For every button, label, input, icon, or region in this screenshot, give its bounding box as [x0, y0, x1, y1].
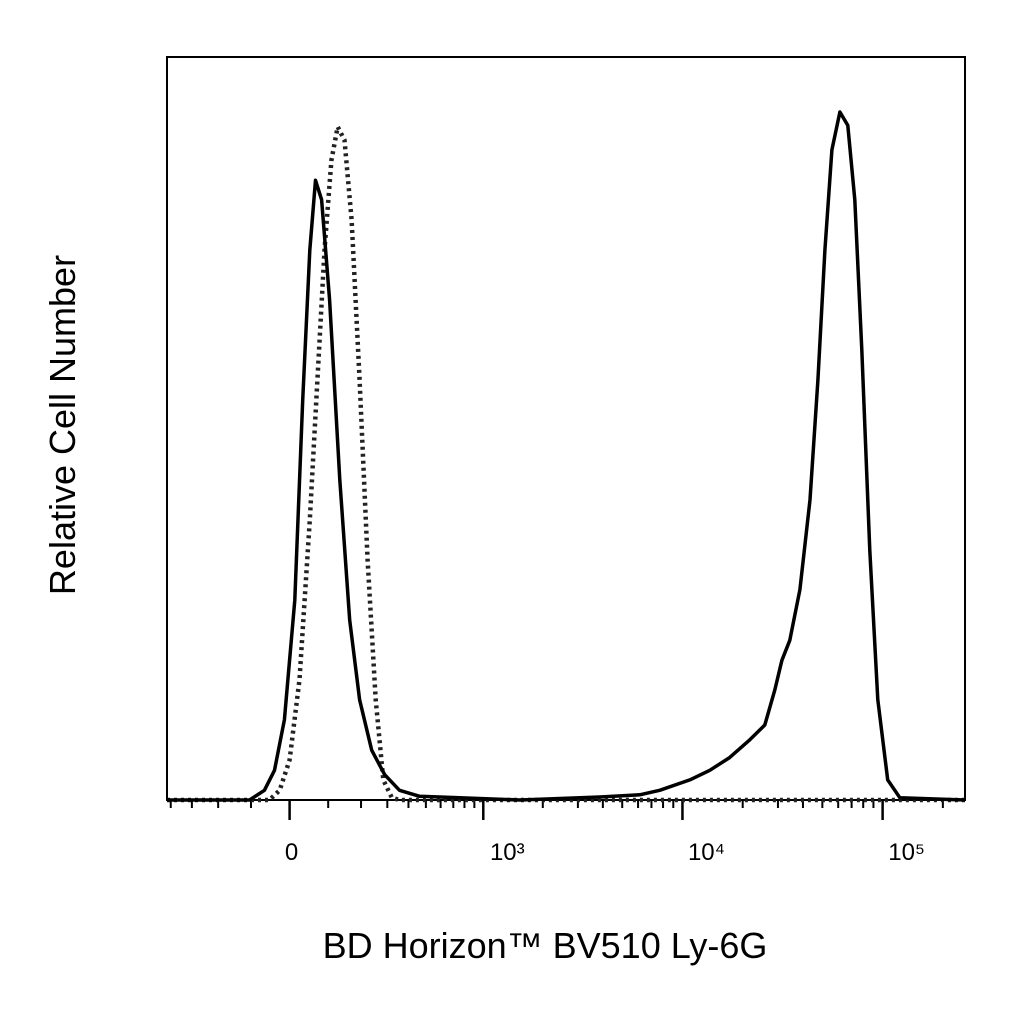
x-tick-label: 0 — [285, 839, 298, 866]
series-line — [167, 110, 966, 802]
x-tick-label: 10⁵ — [888, 839, 925, 866]
x-tick-label: 10³ — [490, 839, 525, 866]
series-line — [167, 124, 965, 803]
x-axis-label: BD Horizon™ BV510 Ly-6G — [323, 925, 768, 966]
y-axis-label: Relative Cell Number — [42, 255, 83, 595]
x-tick-label: 10⁴ — [688, 839, 725, 866]
